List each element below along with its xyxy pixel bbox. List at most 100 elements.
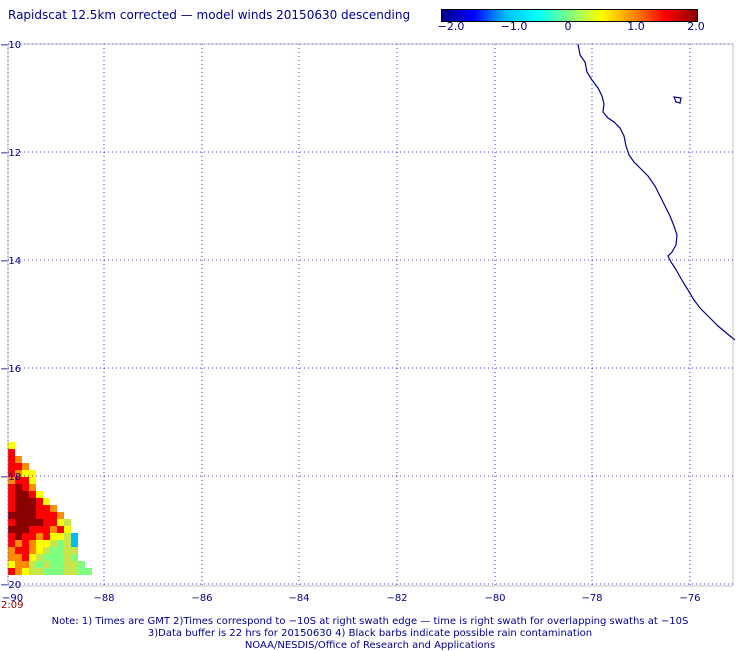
swath-cell: [57, 568, 64, 575]
swath-cell: [36, 547, 43, 554]
swath-cell: [57, 526, 64, 533]
swath-cell: [8, 519, 15, 526]
swath-cell: [15, 533, 22, 540]
swath-cell: [8, 456, 15, 463]
swath-cell: [22, 498, 29, 505]
swath-cell: [29, 540, 36, 547]
swath-cell: [43, 547, 50, 554]
swath-cell: [8, 442, 15, 449]
swath-cell: [15, 561, 22, 568]
swath-cell: [57, 533, 64, 540]
swath-cell: [15, 470, 22, 477]
colorbar-label: 2.0: [687, 20, 705, 33]
swath-cell: [64, 547, 71, 554]
swath-cell: [36, 554, 43, 561]
swath-cell: [43, 540, 50, 547]
swath-cell: [43, 526, 50, 533]
swath-cell: [8, 533, 15, 540]
swath-cell: [43, 533, 50, 540]
swath-cell: [64, 526, 71, 533]
swath-cell: [15, 484, 22, 491]
swath-cell: [15, 498, 22, 505]
swath-cell: [29, 561, 36, 568]
swath-cell: [15, 477, 22, 484]
swath-cell: [57, 561, 64, 568]
swath-cell: [15, 526, 22, 533]
swath-cell: [36, 491, 43, 498]
swath-cell: [29, 512, 36, 519]
swath-cell: [57, 512, 64, 519]
swath-cell: [8, 491, 15, 498]
swath-cell: [29, 554, 36, 561]
swath-cell: [22, 547, 29, 554]
swath-cell: [8, 540, 15, 547]
island: [673, 96, 682, 104]
swath-cell: [50, 533, 57, 540]
colorbar-label: 0: [564, 20, 572, 33]
latitude-labels: −10 −12 −14 −16 −18 −20: [0, 40, 21, 591]
swath-cell: [29, 498, 36, 505]
swath-cell: [22, 554, 29, 561]
swath-cell: [15, 456, 22, 463]
swath-cell: [15, 491, 22, 498]
swath-cell: [8, 568, 15, 575]
swath-cell: [22, 491, 29, 498]
swath-cell: [15, 505, 22, 512]
graticule: [7, 43, 733, 586]
swath-cell: [57, 540, 64, 547]
swath-cell: [29, 526, 36, 533]
swath-cell: [22, 505, 29, 512]
swath-cell: [15, 540, 22, 547]
swath-cell: [50, 540, 57, 547]
swath-cell: [8, 512, 15, 519]
swath-cell: [22, 533, 29, 540]
swath-cell: [43, 505, 50, 512]
swath-cell: [8, 477, 15, 484]
swath-cell: [15, 547, 22, 554]
swath-cell: [50, 505, 57, 512]
swath-cell: [71, 547, 78, 554]
swath-cell: [71, 533, 78, 540]
longitude-label: −80: [484, 593, 505, 604]
swath-cell: [64, 568, 71, 575]
swath-cell: [78, 561, 85, 568]
swath-cell: [22, 540, 29, 547]
latitude-label: −12: [0, 148, 21, 159]
swath-cell: [22, 561, 29, 568]
swath-cell: [36, 498, 43, 505]
swath-cell: [57, 519, 64, 526]
latitude-label: −18: [0, 472, 21, 483]
swath-cell: [50, 519, 57, 526]
map-frame: [7, 43, 734, 587]
swath-cell: [71, 561, 78, 568]
swath-cell: [36, 540, 43, 547]
swath-cell: [29, 568, 36, 575]
swath-cell: [36, 526, 43, 533]
swath-cell: [8, 526, 15, 533]
swath-cell: [15, 519, 22, 526]
swath-cells: [8, 442, 92, 575]
swath-cell: [22, 568, 29, 575]
swath-cell: [29, 491, 36, 498]
swath-cell: [64, 533, 71, 540]
swath-cell: [64, 540, 71, 547]
longitude-label: −90: [2, 593, 23, 604]
swath-cell: [29, 470, 36, 477]
note-line-3: NOAA/NESDIS/Office of Research and Appli…: [244, 640, 496, 651]
swath-cell: [43, 512, 50, 519]
colorbar-label: 1.0: [627, 20, 645, 33]
longitude-label: −78: [581, 593, 602, 604]
latitude-label: −14: [0, 256, 21, 267]
swath-cell: [8, 498, 15, 505]
swath-cell: [36, 568, 43, 575]
swath-cell: [29, 519, 36, 526]
swath-cell: [43, 498, 50, 505]
swath-cell: [22, 519, 29, 526]
swath-cell: [64, 519, 71, 526]
swath-cell: [50, 512, 57, 519]
swath-cell: [15, 554, 22, 561]
swath-cell: [22, 526, 29, 533]
swath-cell: [22, 470, 29, 477]
swath-cell: [71, 554, 78, 561]
